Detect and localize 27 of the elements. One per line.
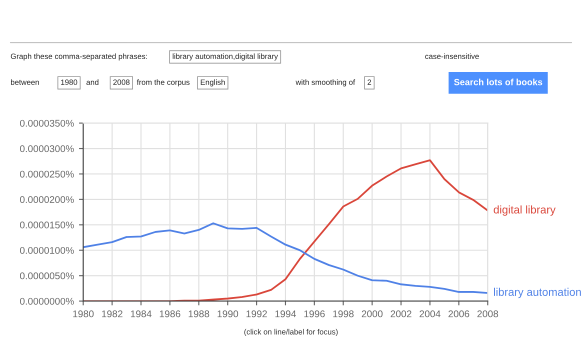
y-tick-label: 0.0000100% (20, 246, 74, 254)
text: Search lots of books (454, 78, 542, 86)
x-tick-label: 2004 (420, 310, 440, 318)
x-tick-label: 1984 (130, 310, 152, 318)
x-tick-label: 1998 (333, 310, 354, 318)
x-tick-label: 2002 (390, 310, 412, 318)
y-tick-label: 0.0000050% (20, 272, 74, 280)
x-tick-label: 1996 (304, 310, 325, 318)
x-tick-label: 2000 (362, 310, 383, 318)
line-series (83, 222, 488, 294)
y-tick-label: 0.0000200% (20, 196, 74, 204)
y-tick-label: 0.0000300% (20, 145, 74, 152)
x-tick-label: 2008 (477, 310, 498, 318)
x-tick-label: 2006 (448, 310, 470, 318)
y-tick-label: 0.0000250% (20, 170, 74, 178)
x-tick-label: 1992 (246, 310, 267, 318)
y-tick-label: 0.0000350% (20, 120, 74, 127)
x-tick-label: 1986 (160, 310, 180, 318)
y-tick-label: 0.0000150% (20, 222, 74, 228)
x-tick-label: 1990 (218, 310, 238, 318)
series-label: digital library (494, 205, 556, 216)
x-tick-label: 1994 (275, 310, 296, 318)
x-tick-label: 1988 (188, 310, 210, 318)
series-label: library automation (494, 288, 581, 298)
x-tick-label: 1980 (73, 310, 94, 318)
y-tick-label: 0.0000000% (20, 298, 74, 305)
x-tick-label: 1982 (102, 310, 122, 318)
